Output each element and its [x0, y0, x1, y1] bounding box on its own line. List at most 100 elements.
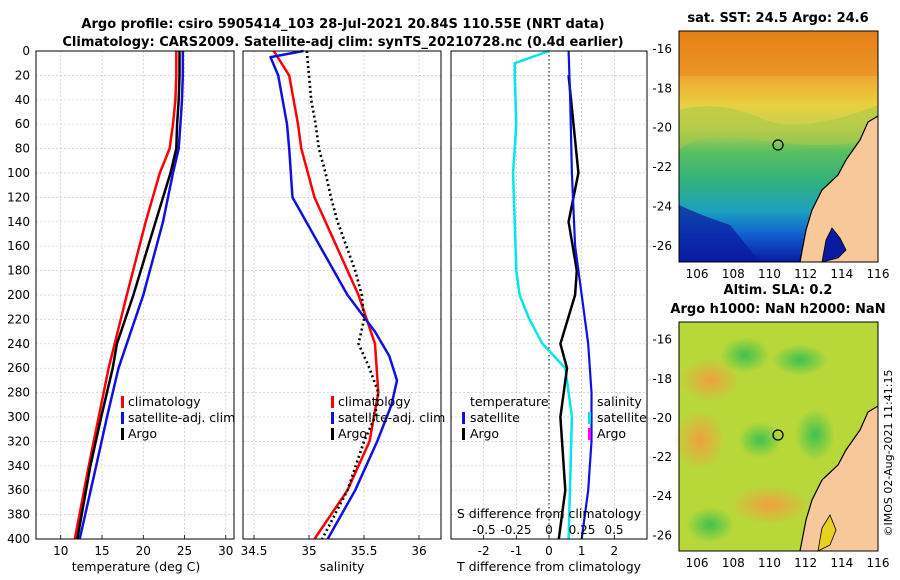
lat-tick-label: -18	[652, 372, 672, 386]
legend-swatch-climatology	[121, 396, 124, 408]
legend-argo: Argo	[338, 426, 367, 441]
depth-tick-label: 380	[7, 508, 30, 522]
sst-map-lon-labels: 106 108 110 112 114 116	[686, 267, 890, 281]
lat-tick-label: -24	[652, 200, 672, 214]
lon-tick-label: 110	[758, 267, 781, 281]
series-argo	[305, 50, 380, 540]
s-difference-axis-label: S difference from climatology	[457, 506, 642, 521]
land-shape	[800, 406, 878, 551]
lat-tick-label: -26	[652, 528, 672, 542]
x-tick-label: 34.5	[241, 544, 268, 558]
lat-tick-label: -22	[652, 160, 672, 174]
depth-tick-label: 320	[7, 434, 30, 448]
depth-tick-label: 100	[7, 166, 30, 180]
salinity-grid	[243, 51, 441, 539]
sla-map-lon-labels: 106 108 110 112 114 116	[686, 556, 890, 570]
legend-climatology: climatology	[338, 394, 411, 409]
series-argo	[76, 51, 181, 540]
lat-tick-label: -26	[652, 239, 672, 253]
x-tick-label: 1	[578, 544, 586, 558]
salinity-panel: 34.5 35 35.5 36 salinity climatology satell…	[241, 49, 445, 574]
difference-lines	[511, 49, 593, 540]
legend-climatology: climatology	[128, 394, 201, 409]
difference-legend-left: temperature satellite Argo	[462, 394, 549, 441]
t-difference-tick-labels: -2 -1 0 1 2	[478, 535, 618, 558]
depth-tick-label: 260	[7, 361, 30, 375]
coastline	[799, 405, 879, 552]
lon-tick-label: 114	[830, 267, 853, 281]
coastline	[799, 115, 879, 263]
x-tick-label: 30	[218, 544, 233, 558]
t-difference-axis-label: T difference from climatology	[456, 559, 642, 574]
x-tick-label: 0	[545, 544, 553, 558]
argo-position-marker	[772, 429, 784, 441]
legend-swatch-t-satellite	[462, 412, 465, 424]
depth-tick-label: 140	[7, 215, 30, 229]
depth-tick-label: 60	[15, 117, 30, 131]
depth-tick-labels: 0 20 40 60 80 100 120 140 160 180 200 220 240 260 280 3…	[7, 44, 30, 546]
temperature-tick-labels: 10 15 20 25 30	[53, 535, 233, 558]
s-diff-tick-label: 0	[545, 523, 553, 537]
lon-tick-label: 106	[686, 267, 709, 281]
lat-tick-label: -16	[652, 42, 672, 56]
depth-tick-label: 340	[7, 459, 30, 473]
legend-s-argo: Argo	[597, 426, 626, 441]
legend-satellite-adj: satellite-adj. clim	[128, 410, 235, 425]
depth-tick-label: 160	[7, 239, 30, 253]
x-tick-label: 10	[53, 544, 68, 558]
sla-map-panel: Altim. SLA: 0.2 Argo h1000: NaN h2000: N…	[652, 283, 889, 570]
x-tick-label: 25	[177, 544, 192, 558]
lat-tick-label: -16	[652, 333, 672, 347]
legend-t-satellite: satellite	[470, 410, 520, 425]
legend-s-satellite: satellite	[597, 410, 647, 425]
x-tick-label: -2	[478, 544, 490, 558]
sst-map-title: sat. SST: 24.5 Argo: 24.6	[687, 11, 868, 26]
temperature-panel: 0 20 40 60 80 100 120 140 160 180 200 220 240 260 280 3…	[7, 44, 235, 574]
legend-temperature: temperature	[470, 394, 549, 409]
salinity-legend: climatology satellite-adj. clim Argo	[331, 394, 445, 441]
sla-map-title-line2: Argo h1000: NaN h2000: NaN	[670, 302, 885, 317]
legend-swatch-t-argo	[462, 428, 465, 440]
lat-tick-label: -24	[652, 489, 672, 503]
lat-tick-label: -18	[652, 81, 672, 95]
x-tick-label: 36	[411, 544, 426, 558]
series-climatology	[73, 51, 178, 540]
depth-tick-label: 220	[7, 312, 30, 326]
sst-map-lat-labels: -16 -18 -20 -22 -24 -26	[652, 42, 672, 253]
series-satellite-adj-clim	[78, 51, 185, 540]
legend-swatch-argo	[121, 428, 124, 440]
imos-credit: ©IMOS 02-Aug-2021 11:41:15	[882, 370, 895, 537]
lon-tick-label: 112	[794, 267, 817, 281]
lon-tick-label: 108	[722, 556, 745, 570]
legend-salinity: salinity	[597, 394, 642, 409]
lon-tick-label: 112	[794, 556, 817, 570]
temperature-axis-label: temperature (deg C)	[72, 559, 201, 574]
series-temperature-satellite	[511, 49, 574, 540]
salinity-lines	[269, 49, 399, 540]
figure-title-line2: Climatology: CARS2009. Satellite-adj cli…	[62, 35, 623, 50]
depth-tick-label: 120	[7, 190, 30, 204]
lon-tick-label: 108	[722, 267, 745, 281]
sla-map-image	[674, 322, 879, 552]
temperature-legend: climatology satellite-adj. clim Argo	[121, 394, 235, 441]
x-tick-label: 20	[136, 544, 151, 558]
legend-swatch-satellite	[331, 412, 334, 424]
legend-argo: Argo	[128, 426, 157, 441]
s-diff-tick-label: -0.5	[472, 523, 495, 537]
series-satellite-adj-clim	[269, 49, 399, 540]
difference-legend-right: salinity satellite Argo	[588, 394, 647, 441]
lon-tick-label: 114	[830, 556, 853, 570]
lat-tick-label: -20	[652, 411, 672, 425]
legend-swatch-s-satellite	[588, 412, 591, 424]
lon-tick-label: 106	[686, 556, 709, 570]
s-difference-tick-labels: -0.5 -0.25 0 0.25 0.5	[472, 523, 623, 537]
x-tick-label: 15	[94, 544, 109, 558]
land-shape	[800, 116, 878, 262]
s-diff-tick-label: 0.5	[604, 523, 623, 537]
depth-tick-label: 180	[7, 264, 30, 278]
x-tick-label: 35.5	[351, 544, 378, 558]
lon-tick-label: 110	[758, 556, 781, 570]
series-salinity-satellite	[567, 50, 593, 540]
lat-tick-label: -20	[652, 121, 672, 135]
